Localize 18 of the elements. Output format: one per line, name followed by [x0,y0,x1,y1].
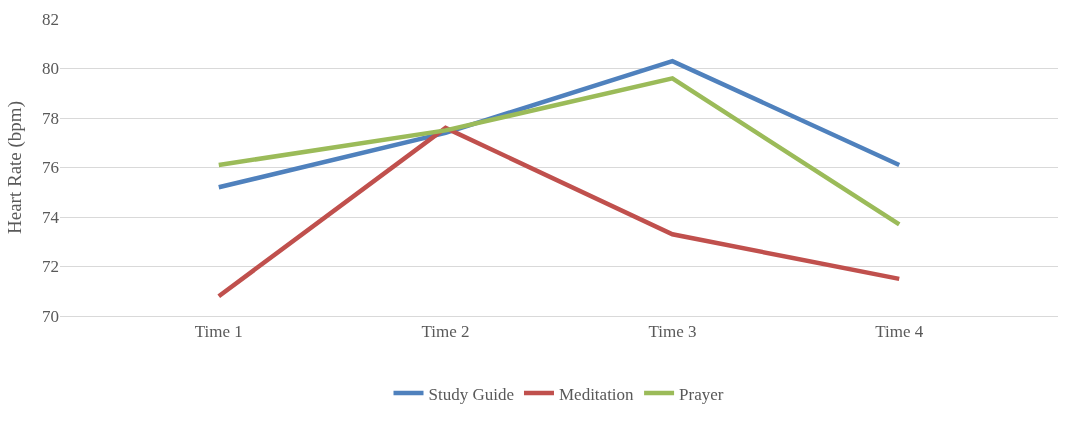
x-tick-label: Time 3 [648,322,697,342]
y-tick-label: 78 [42,108,59,128]
line-series [216,125,902,299]
x-tick-label: Time 1 [194,322,243,342]
legend-label: Study Guide [428,384,514,404]
y-tick-label: 74 [42,207,60,227]
legend-label: Prayer [679,384,724,404]
y-tick-label: 80 [42,59,59,79]
line-series [216,76,902,227]
x-tick-label: Time 4 [875,322,924,342]
y-tick-label: 82 [42,9,59,29]
legend-label: Meditation [558,384,635,404]
y-tick-label: 76 [42,158,59,178]
x-tick-label: Time 2 [421,322,470,342]
y-tick-label: 70 [42,306,59,326]
y-axis-title: Heart Rate (bpm) [3,101,26,234]
y-tick-label: 72 [42,257,59,277]
line-series [216,58,902,190]
